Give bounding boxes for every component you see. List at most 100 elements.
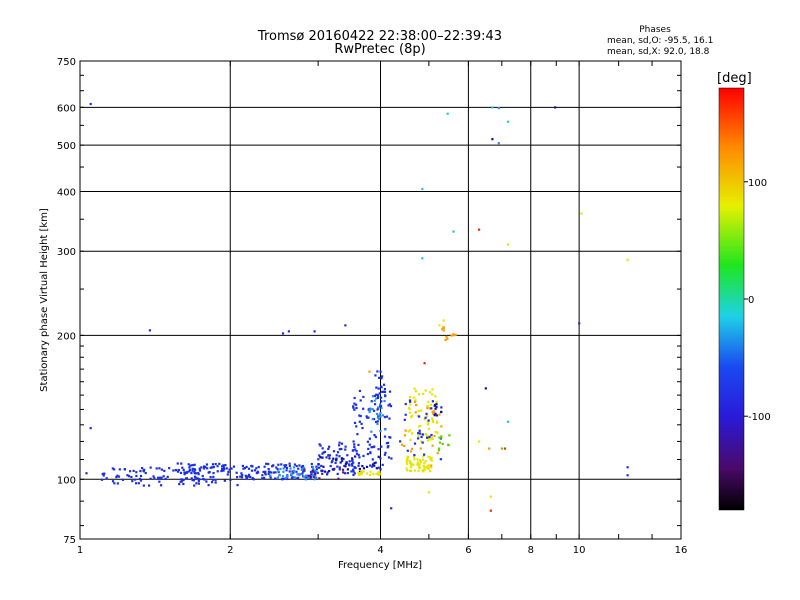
axis-ticks: 1 2 4 6 8 10 16 75 100 200 300 400 500 600 750 — [57, 57, 687, 556]
data-point — [232, 465, 236, 468]
data-point — [383, 453, 387, 456]
data-point — [190, 471, 193, 475]
data-point — [160, 468, 163, 471]
data-point — [352, 405, 355, 408]
data-point — [423, 461, 426, 465]
data-point — [313, 472, 317, 475]
data-point — [132, 469, 135, 472]
x-tick-label: 16 — [675, 545, 688, 556]
data-point — [285, 469, 288, 472]
data-point — [447, 443, 450, 447]
data-point — [383, 428, 387, 431]
data-point — [246, 475, 250, 478]
data-point — [175, 468, 178, 472]
data-point — [235, 471, 238, 474]
y-tick-label: 400 — [57, 187, 76, 198]
data-point — [368, 437, 371, 440]
colorbar-tick-label: -100 — [748, 412, 771, 423]
data-point — [334, 461, 337, 465]
data-point — [291, 470, 294, 473]
data-point — [224, 464, 227, 467]
data-point — [420, 440, 423, 443]
data-point — [427, 491, 431, 494]
data-point — [344, 448, 347, 451]
data-point — [380, 400, 383, 403]
data-point — [214, 481, 217, 484]
data-point — [368, 473, 372, 477]
data-point — [378, 376, 381, 379]
data-point — [85, 472, 88, 475]
data-point — [388, 390, 392, 393]
data-point — [131, 480, 134, 483]
data-point — [399, 440, 402, 443]
data-point — [356, 433, 359, 436]
data-point — [423, 453, 426, 456]
data-point — [415, 404, 418, 407]
data-point — [245, 465, 248, 469]
data-point — [214, 478, 217, 482]
data-point — [431, 388, 434, 391]
data-point — [432, 412, 435, 415]
data-point — [390, 507, 393, 510]
data-point — [257, 465, 260, 469]
data-point — [404, 429, 407, 432]
data-point — [227, 470, 230, 474]
data-point — [321, 469, 324, 472]
data-point — [180, 480, 184, 483]
x-tick-label: 1 — [77, 545, 83, 556]
data-point — [315, 465, 318, 468]
data-point — [427, 437, 431, 440]
data-point — [307, 474, 310, 477]
data-point — [358, 414, 361, 417]
data-point — [111, 467, 114, 470]
data-point — [381, 463, 384, 466]
data-point — [417, 415, 421, 418]
data-point — [414, 399, 417, 402]
data-point — [300, 468, 303, 471]
data-point — [375, 386, 378, 389]
data-point — [373, 434, 376, 437]
data-point — [409, 438, 412, 441]
data-point — [242, 467, 245, 470]
data-point — [406, 455, 409, 458]
data-point — [162, 475, 165, 478]
data-point — [140, 467, 144, 470]
data-point — [379, 403, 382, 406]
data-point — [379, 396, 383, 399]
data-point — [383, 387, 387, 391]
data-point — [134, 478, 137, 481]
data-point — [346, 454, 349, 457]
data-point — [500, 447, 504, 450]
data-point — [375, 467, 378, 470]
data-point — [291, 472, 294, 475]
data-point — [285, 466, 289, 470]
data-point — [446, 337, 449, 340]
data-point — [277, 470, 280, 473]
data-point — [274, 471, 277, 474]
data-point — [381, 390, 384, 393]
data-point — [626, 258, 629, 261]
data-point — [357, 472, 360, 475]
data-point — [319, 444, 322, 447]
data-point — [206, 467, 209, 470]
data-point — [357, 453, 360, 457]
data-point — [503, 447, 507, 450]
data-point — [240, 476, 244, 479]
data-point — [205, 463, 209, 466]
data-point — [296, 473, 299, 476]
data-point — [405, 460, 408, 463]
data-point — [387, 404, 390, 407]
data-point — [380, 406, 383, 410]
data-point — [422, 464, 425, 467]
data-point — [353, 472, 356, 475]
data-point — [222, 466, 225, 469]
data-point — [275, 466, 278, 469]
data-point — [426, 414, 429, 417]
data-point — [379, 370, 382, 373]
data-point — [188, 470, 191, 473]
data-point — [318, 454, 321, 457]
data-point — [160, 476, 163, 479]
data-point — [381, 414, 385, 417]
data-point — [417, 464, 420, 467]
data-point — [198, 467, 201, 470]
